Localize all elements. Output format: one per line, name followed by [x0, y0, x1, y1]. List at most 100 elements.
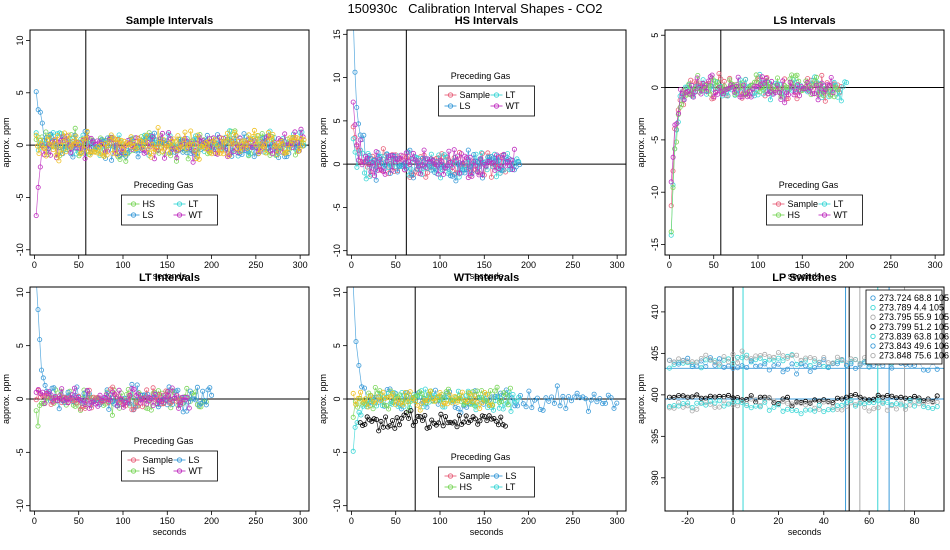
data-point [907, 402, 913, 408]
data-point [114, 403, 120, 409]
data-point [812, 356, 818, 362]
data-point [82, 402, 88, 408]
legend-item-hs: HS [772, 210, 800, 220]
data-point [746, 88, 752, 94]
data-point [385, 394, 391, 400]
data-point [417, 171, 423, 177]
data-point [232, 129, 238, 135]
data-point [33, 213, 39, 219]
x-tick-label: 300 [610, 516, 625, 526]
data-point [184, 408, 190, 414]
data-point [725, 93, 731, 99]
data-point [707, 401, 713, 407]
data-point [469, 173, 475, 179]
data-point [373, 177, 379, 183]
data-point [137, 400, 143, 406]
plot-frame [346, 286, 627, 512]
data-point [350, 414, 356, 420]
data-point [614, 400, 620, 406]
data-point [180, 409, 186, 415]
data-point [785, 92, 791, 98]
data-point [712, 400, 718, 406]
data-point [209, 392, 215, 398]
data-point [816, 402, 822, 408]
data-point [496, 399, 502, 405]
plot-frame [29, 286, 310, 512]
data-point [494, 384, 500, 390]
plot-area [30, 287, 309, 429]
y-axis-label: approx. ppm [636, 374, 646, 424]
x-tick-label: 0 [349, 516, 354, 526]
data-point [148, 154, 154, 160]
data-point [292, 129, 298, 135]
x-axis-label: seconds [788, 527, 822, 537]
data-point [445, 386, 451, 392]
data-point [356, 362, 362, 368]
data-point [213, 141, 219, 147]
data-point [39, 367, 45, 373]
data-point [780, 399, 786, 405]
page-title: 150930c Calibration Interval Shapes - CO… [347, 1, 603, 16]
data-point [394, 169, 400, 175]
data-point [57, 395, 63, 401]
data-point [676, 110, 682, 116]
data-point [467, 163, 473, 169]
data-point [469, 399, 475, 405]
x-tick-label: 100 [115, 260, 130, 270]
data-point [798, 357, 804, 363]
data-point [670, 154, 676, 160]
data-point [391, 152, 397, 158]
data-point [523, 404, 529, 410]
data-point [726, 401, 732, 407]
plot-area [665, 287, 944, 511]
data-point [454, 424, 460, 430]
data-point [816, 359, 822, 365]
data-point [43, 153, 49, 159]
data-point [360, 422, 366, 428]
data-point [91, 149, 97, 155]
data-point [178, 400, 184, 406]
legend-swatch-marker [176, 212, 183, 218]
data-point [359, 384, 365, 390]
data-point [364, 155, 370, 161]
data-point [794, 408, 800, 414]
data-point [370, 399, 376, 405]
data-point [912, 403, 918, 409]
data-point [700, 77, 706, 83]
data-point [766, 357, 772, 363]
x-tick-label: 200 [521, 516, 536, 526]
data-point [471, 159, 477, 165]
data-point [386, 406, 392, 412]
data-point [780, 396, 786, 402]
data-point [405, 399, 411, 405]
data-point [56, 158, 62, 164]
data-point [511, 146, 517, 152]
data-point [33, 408, 39, 414]
data-point [479, 150, 485, 156]
data-point [707, 393, 713, 399]
data-point [775, 75, 781, 81]
data-point [771, 357, 777, 363]
data-point [181, 136, 187, 142]
data-point [176, 405, 182, 411]
y-tick-label: 405 [650, 346, 660, 361]
data-point [410, 175, 416, 181]
y-tick-label: -10 [650, 186, 660, 199]
legend-item: 273.843 49.6 106 [870, 341, 949, 351]
data-point [681, 97, 687, 103]
data-point [444, 401, 450, 407]
data-point [702, 84, 708, 90]
series-wt [350, 99, 517, 181]
data-point [512, 403, 518, 409]
data-point [921, 404, 927, 410]
data-point [472, 388, 478, 394]
data-point [766, 407, 772, 413]
legend-box [766, 194, 863, 226]
data-point [462, 397, 468, 403]
data-point [78, 145, 84, 151]
data-point [667, 357, 673, 363]
data-point [477, 405, 483, 411]
data-point [603, 400, 609, 406]
data-point [537, 406, 543, 412]
panel-title: LS Intervals [773, 15, 835, 27]
